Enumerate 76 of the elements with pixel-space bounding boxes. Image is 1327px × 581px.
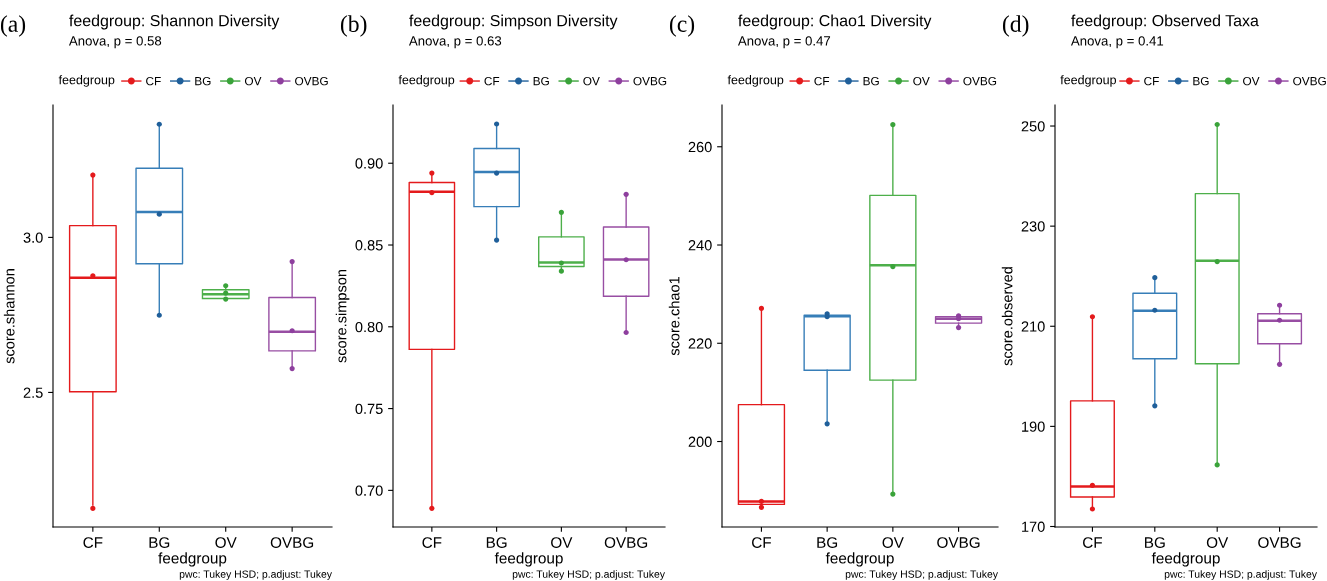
y-tick-label: 220 xyxy=(688,338,712,349)
x-tick-label: OVBG xyxy=(604,537,648,548)
y-axis-title: score.observed xyxy=(1001,267,1013,366)
chart-subtitle: Anova, p = 0.58 xyxy=(68,36,162,49)
x-tick-label: OVBG xyxy=(270,537,314,548)
y-tick-label: 200 xyxy=(688,436,712,447)
y-tick-label: 0.90 xyxy=(355,158,383,169)
legend-label: CF xyxy=(814,76,830,86)
x-tick-label: BG xyxy=(817,537,838,548)
text: pwc: Tukey HSD; p.adjust: Tukey xyxy=(179,570,332,580)
y-axis-title: score.shannon xyxy=(3,269,15,364)
legend-label: OV xyxy=(244,76,262,86)
legend-title: feedgroup xyxy=(58,75,115,87)
y-tick-label: 190 xyxy=(1022,421,1045,432)
y-tick-label: 0.75 xyxy=(355,403,383,415)
chart-subtitle: Anova, p = 0.63 xyxy=(408,36,502,49)
legend-label: OVBG xyxy=(633,76,667,86)
text: (a) xyxy=(0,15,26,37)
y-tick-label: 250 xyxy=(1021,121,1045,132)
y-tick-label: 260 xyxy=(688,141,712,153)
legend-label: CF xyxy=(484,76,500,86)
x-axis-title: feedgroup xyxy=(1151,552,1220,567)
x-axis-title: feedgroup xyxy=(494,552,563,567)
chart-title: feedgroup: Observed Taxa xyxy=(1071,14,1259,30)
x-tick-label: CF xyxy=(422,537,442,548)
x-axis-title: feedgroup xyxy=(825,552,894,567)
legend-label: OV xyxy=(913,76,930,86)
legend-label: OVBG xyxy=(295,76,328,86)
text: (d) xyxy=(1002,15,1029,37)
legend-label: CF xyxy=(1144,76,1159,86)
chart-subtitle: Anova, p = 0.47 xyxy=(737,36,831,49)
x-tick-label: BG xyxy=(1145,537,1165,548)
chart-title: feedgroup: Simpson Diversity xyxy=(409,14,618,30)
x-tick-label: BG xyxy=(149,537,170,548)
y-tick-label: 2.5 xyxy=(23,387,43,398)
legend-label: BG xyxy=(863,76,879,86)
legend-title: feedgroup xyxy=(398,75,455,87)
legend-label: BG xyxy=(533,76,549,86)
legend-title: feedgroup xyxy=(727,75,784,87)
legend-label: OVBG xyxy=(963,76,997,86)
legend-label: BG xyxy=(195,76,211,86)
y-axis-title: score.chao1 xyxy=(668,276,680,356)
text: (c) xyxy=(669,15,695,37)
text: pwc: Tukey HSD; p.adjust: Tukey xyxy=(512,570,665,580)
chart-title: feedgroup: Chao1 Diversity xyxy=(738,14,932,30)
y-tick-label: 3.0 xyxy=(23,232,43,243)
y-tick-label: 0.70 xyxy=(355,485,383,496)
y-tick-label: 0.80 xyxy=(355,321,383,333)
legend-label: OVBG xyxy=(1293,76,1326,86)
x-tick-label: CF xyxy=(83,537,103,548)
chart-title: feedgroup: Shannon Diversity xyxy=(69,14,280,30)
x-tick-label: OV xyxy=(551,537,573,548)
legend-label: OV xyxy=(583,76,600,86)
legend-label: CF xyxy=(146,76,161,86)
legend-title: feedgroup xyxy=(1060,75,1117,87)
y-tick-label: 240 xyxy=(688,240,712,251)
text: pwc: Tukey HSD; p.adjust: Tukey xyxy=(1164,570,1317,580)
legend-label: OV xyxy=(1243,76,1260,86)
y-axis-title: score.simpson xyxy=(335,269,350,363)
y-tick-label: 230 xyxy=(1021,221,1045,232)
text: (b) xyxy=(340,15,367,37)
text: pwc: Tukey HSD; p.adjust: Tukey xyxy=(845,570,998,580)
x-axis-title: feedgroup xyxy=(158,552,227,567)
legend-label: BG xyxy=(1193,76,1209,86)
x-tick-label: OVBG xyxy=(1258,537,1301,548)
x-tick-label: OVBG xyxy=(937,537,980,548)
x-tick-label: OV xyxy=(882,537,904,548)
x-tick-label: OV xyxy=(1206,537,1229,548)
y-tick-label: 210 xyxy=(1021,321,1045,332)
x-tick-label: CF xyxy=(752,537,771,548)
x-tick-label: BG xyxy=(486,537,507,548)
x-tick-label: OV xyxy=(215,537,237,548)
chart-subtitle: Anova, p = 0.41 xyxy=(1070,36,1164,49)
y-tick-label: 0.85 xyxy=(355,240,383,251)
y-tick-label: 170 xyxy=(1022,521,1045,532)
x-tick-label: CF xyxy=(1083,537,1102,548)
